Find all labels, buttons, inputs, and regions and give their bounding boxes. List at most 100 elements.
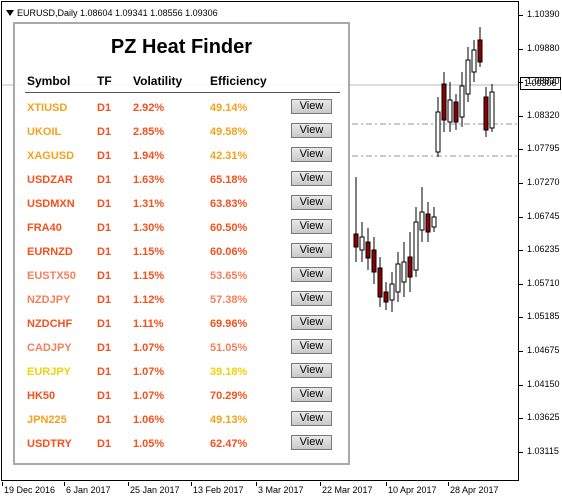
table-row: JPN225 D1 1.06% 49.13% View bbox=[15, 409, 348, 433]
time-label: 3 Mar 2017 bbox=[258, 485, 304, 495]
price-label: 1.04675 bbox=[527, 345, 560, 355]
view-button[interactable]: View bbox=[291, 291, 332, 306]
table-row: USDTRY D1 1.05% 62.47% View bbox=[15, 433, 348, 457]
efficiency-cell: 53.65% bbox=[210, 270, 248, 282]
volatility-cell: 1.06% bbox=[133, 414, 165, 426]
tf-cell: D1 bbox=[97, 150, 112, 162]
price-tick bbox=[519, 317, 523, 319]
table-row: USDMXN D1 1.31% 63.83% View bbox=[15, 193, 348, 217]
table-row: XAGUSD D1 1.94% 42.31% View bbox=[15, 145, 348, 169]
candle-body bbox=[359, 236, 365, 251]
time-tick bbox=[2, 482, 3, 486]
price-tick bbox=[519, 216, 523, 218]
view-button[interactable]: View bbox=[291, 411, 332, 426]
price-label: 1.10390 bbox=[527, 9, 560, 19]
view-button[interactable]: View bbox=[291, 195, 332, 210]
table-row: EURJPY D1 1.07% 39.18% View bbox=[15, 361, 348, 385]
efficiency-cell: 49.13% bbox=[210, 414, 248, 426]
efficiency-cell: 49.14% bbox=[210, 102, 248, 114]
price-label: 1.03625 bbox=[527, 412, 560, 423]
view-button[interactable]: View bbox=[291, 435, 332, 450]
volatility-column-header: Volatility bbox=[133, 74, 183, 88]
time-tick bbox=[320, 482, 321, 486]
tf-cell: D1 bbox=[97, 342, 112, 354]
tf-cell: D1 bbox=[97, 390, 112, 402]
price-tick bbox=[519, 283, 523, 285]
efficiency-cell: 51.05% bbox=[210, 342, 248, 354]
heat-finder-panel: PZ Heat Finder Symbol TF Volatility Effi… bbox=[13, 22, 350, 465]
view-button[interactable]: View bbox=[291, 363, 332, 378]
view-button[interactable]: View bbox=[291, 267, 332, 282]
volatility-cell: 1.15% bbox=[133, 246, 165, 258]
price-tick bbox=[519, 384, 523, 386]
candle-body bbox=[471, 49, 477, 73]
symbol-cell: EURJPY bbox=[27, 366, 72, 378]
efficiency-cell: 57.38% bbox=[210, 294, 248, 306]
time-tick bbox=[128, 482, 129, 486]
price-label: 1.09880 bbox=[527, 42, 560, 53]
table-row: EURNZD D1 1.15% 60.06% View bbox=[15, 241, 348, 265]
efficiency-cell: 60.06% bbox=[210, 246, 248, 258]
time-tick bbox=[256, 482, 257, 486]
price-tick bbox=[519, 48, 523, 50]
tf-cell: D1 bbox=[97, 222, 112, 234]
dropdown-triangle-icon[interactable] bbox=[6, 10, 14, 16]
candle-body bbox=[435, 111, 441, 153]
volatility-cell: 1.31% bbox=[133, 198, 165, 210]
price-label: 1.05185 bbox=[527, 311, 560, 322]
candle-body bbox=[401, 261, 407, 283]
volatility-cell: 2.85% bbox=[133, 126, 165, 138]
candle-body bbox=[477, 39, 483, 63]
candle-body bbox=[407, 256, 413, 278]
symbol-cell: EURNZD bbox=[27, 246, 73, 258]
view-button[interactable]: View bbox=[291, 339, 332, 354]
time-label: 10 Apr 2017 bbox=[388, 485, 437, 495]
efficiency-cell: 39.18% bbox=[210, 366, 248, 378]
view-button[interactable]: View bbox=[291, 243, 332, 258]
price-label: 1.07795 bbox=[527, 143, 560, 154]
candle-body bbox=[465, 59, 471, 95]
view-button[interactable]: View bbox=[291, 219, 332, 234]
tf-cell: D1 bbox=[97, 438, 112, 450]
candle-body bbox=[425, 213, 431, 233]
time-tick bbox=[64, 482, 65, 486]
panel-title: PZ Heat Finder bbox=[110, 36, 253, 58]
candle-body bbox=[395, 263, 401, 293]
volatility-cell: 2.92% bbox=[133, 102, 165, 114]
price-tick bbox=[519, 115, 523, 117]
candle-body bbox=[459, 85, 465, 118]
candle-body bbox=[377, 267, 383, 298]
table-row: EUSTX50 D1 1.15% 53.65% View bbox=[15, 265, 348, 289]
price-tick bbox=[519, 418, 523, 420]
view-button[interactable]: View bbox=[291, 315, 332, 330]
candle-body bbox=[371, 249, 377, 273]
tf-cell: D1 bbox=[97, 270, 112, 282]
candle-body bbox=[453, 101, 459, 123]
view-button[interactable]: View bbox=[291, 123, 332, 138]
view-button[interactable]: View bbox=[291, 147, 332, 162]
time-tick bbox=[191, 482, 192, 486]
time-axis[interactable]: 19 Dec 2016 6 Jan 2017 25 Jan 2017 13 Feb 2… bbox=[0, 482, 519, 500]
price-axis[interactable]: 1.09306 1.10390 1.09880 1.08830 1.08320 1.07… bbox=[519, 0, 562, 482]
tf-cell: D1 bbox=[97, 174, 112, 186]
price-label: 1.08320 bbox=[527, 109, 560, 120]
volatility-cell: 1.94% bbox=[133, 150, 165, 162]
view-button[interactable]: View bbox=[291, 387, 332, 402]
time-tick bbox=[448, 482, 449, 486]
symbol-cell: CADJPY bbox=[27, 342, 72, 354]
efficiency-cell: 65.18% bbox=[210, 174, 248, 186]
efficiency-cell: 69.96% bbox=[210, 318, 248, 330]
time-tick bbox=[386, 482, 387, 486]
price-tick bbox=[519, 451, 523, 453]
time-label: 22 Mar 2017 bbox=[322, 485, 373, 495]
symbol-cell: XTIUSD bbox=[27, 102, 68, 114]
time-label: 19 Dec 2016 bbox=[4, 485, 56, 495]
price-tick bbox=[519, 15, 523, 16]
volatility-cell: 1.11% bbox=[133, 318, 164, 330]
view-button[interactable]: View bbox=[291, 99, 332, 114]
symbol-cell: EUSTX50 bbox=[27, 270, 76, 282]
tf-cell: D1 bbox=[97, 414, 112, 426]
symbol-cell: HK50 bbox=[27, 390, 56, 402]
price-label: 1.04150 bbox=[527, 378, 560, 389]
view-button[interactable]: View bbox=[291, 171, 332, 186]
